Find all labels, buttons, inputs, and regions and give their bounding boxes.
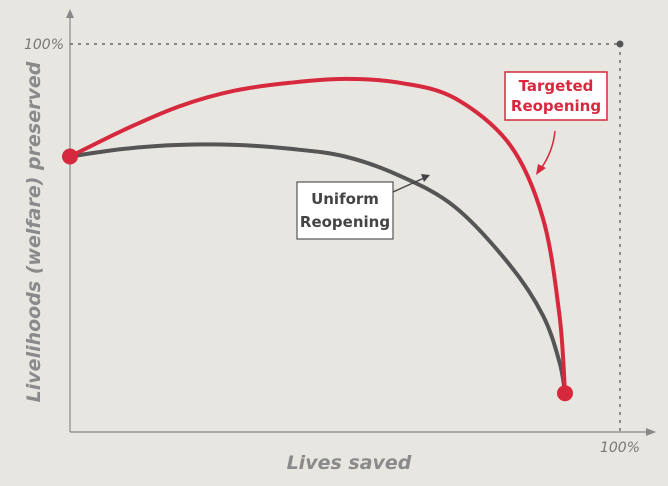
y-axis-arrow-icon — [66, 9, 74, 18]
x-axis-title: Lives saved — [287, 452, 412, 474]
annotation-text-targeted-line2: Reopening — [511, 97, 601, 115]
reference-corner-dot — [616, 40, 624, 48]
x-axis-arrow-icon — [646, 428, 656, 436]
series-line-uniform-reopening — [68, 142, 567, 396]
annotation-arrow-targeted — [539, 130, 556, 171]
annotation-box-targeted — [504, 71, 608, 121]
annotation-uniform-reopening: Uniform Reopening — [296, 174, 430, 240]
annotation-text-targeted-line1: Targeted — [519, 77, 594, 95]
y-axis-title: Livelihoods (welfare) preserved — [23, 61, 45, 402]
annotation-text-uniform-line2: Reopening — [300, 213, 390, 231]
start-point-marker — [62, 148, 78, 165]
annotation-text-uniform-line1: Uniform — [311, 190, 379, 208]
end-point-marker — [557, 385, 573, 402]
series-line-targeted-reopening — [68, 76, 567, 396]
annotation-arrowhead-targeted-icon — [536, 164, 546, 175]
annotation-targeted-reopening: Targeted Reopening — [504, 71, 608, 175]
x-axis — [70, 428, 656, 436]
annotation-arrowhead-uniform-icon — [421, 174, 430, 182]
y-axis-tick-label: 100% — [24, 37, 64, 53]
x-axis-tick-label: 100% — [600, 440, 640, 456]
annotation-box-uniform — [296, 181, 394, 240]
annotation-arrow-uniform — [392, 177, 425, 193]
y-axis — [66, 9, 74, 432]
